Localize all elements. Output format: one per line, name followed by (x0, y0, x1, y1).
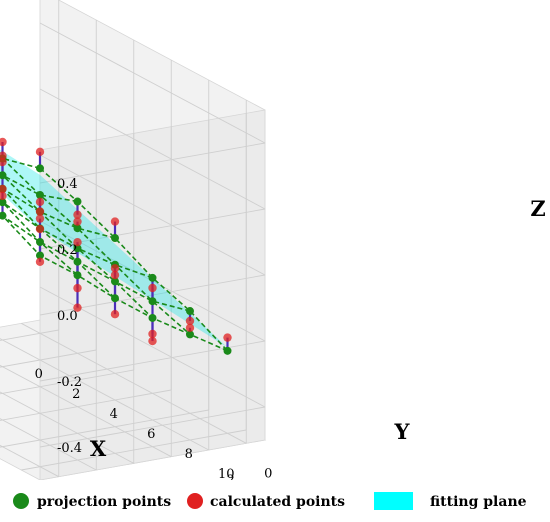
data-points (0, 137, 232, 355)
mesh-line (0, 198, 79, 276)
gridline (39, 142, 266, 184)
calculated-point (35, 214, 45, 223)
x-tick-label: 2 (72, 387, 80, 402)
projection-point (148, 297, 157, 306)
gridline (39, 154, 266, 276)
calculated-point (73, 303, 82, 312)
mesh-line (2, 215, 191, 312)
calculated-point (185, 316, 195, 326)
y-axis-label: Y (394, 419, 411, 444)
calculated-point (35, 207, 45, 216)
calculated-point (0, 184, 7, 194)
axis-ticks: 024681002468100.40.20.0-0.2-0.4 (35, 177, 273, 480)
mesh-line (39, 167, 229, 352)
mesh-line (0, 185, 116, 299)
x-tick-label: 6 (147, 427, 155, 442)
projection-point (111, 234, 119, 243)
calculated-legend-label: calculated points (210, 494, 345, 510)
mesh-line (0, 199, 153, 279)
legend-item-plane: fitting plane (374, 492, 527, 510)
gridline (39, 22, 266, 144)
projection-point (73, 197, 82, 206)
calculated-point (223, 333, 232, 342)
calculated-point (110, 270, 120, 280)
calculated-legend-marker (187, 493, 203, 509)
mesh-line (0, 186, 116, 239)
calculated-point (148, 336, 157, 346)
calculated-point (110, 217, 120, 226)
x-tick-label: 8 (185, 447, 193, 462)
y-tick-label: 0 (264, 466, 272, 480)
projection-point (0, 211, 7, 220)
calculated-point (0, 137, 7, 147)
mesh-line (39, 254, 228, 352)
calculated-point (35, 147, 45, 157)
projection-point (73, 244, 82, 253)
calculated-point (73, 217, 82, 226)
projection-point (36, 251, 44, 260)
projection-point (36, 164, 44, 173)
calculated-point (148, 329, 157, 339)
projection-mesh (0, 156, 229, 352)
z-tick-label: 0.4 (57, 177, 78, 192)
x-tick-label: 0 (35, 367, 43, 382)
projection-point (148, 313, 157, 322)
grid-lines (0, 0, 266, 478)
projection-point (73, 224, 82, 233)
projection-point (0, 198, 7, 207)
calculated-point (35, 224, 45, 234)
y-tick-label: 2 (227, 473, 235, 480)
projection-point (148, 273, 157, 282)
calculated-point (73, 283, 82, 293)
projection-point (223, 346, 232, 355)
mesh-line (0, 156, 41, 170)
z-tick-label: -0.4 (57, 441, 82, 456)
mesh-line (0, 212, 41, 257)
z-tick-label: 0.2 (57, 243, 78, 258)
calculated-point (0, 151, 7, 160)
projection-point (36, 238, 44, 246)
projection-point (0, 171, 7, 180)
gridline (0, 444, 59, 478)
calculated-point (73, 210, 82, 219)
calculated-point (35, 197, 45, 207)
fitting-plane-surface (0, 149, 228, 348)
calculated-point (0, 157, 7, 167)
projection-point (111, 294, 119, 303)
mesh-line (0, 171, 154, 319)
gridline (0, 329, 59, 341)
plane-legend-swatch (374, 492, 413, 510)
calculated-point (35, 257, 45, 266)
calculated-point (110, 264, 120, 273)
x-tick-label: 4 (110, 407, 118, 422)
projection-point (36, 191, 44, 199)
projection-legend-label: projection points (37, 494, 171, 510)
mesh-line (1, 157, 191, 335)
fitting-plane (0, 149, 228, 348)
projection-point (186, 307, 194, 316)
projection-legend-marker (13, 493, 29, 509)
z-tick-label: -0.2 (57, 375, 82, 390)
projection-point (73, 257, 82, 266)
calculated-point (148, 283, 157, 293)
x-axis-label: X (90, 436, 107, 461)
z-tick-label: 0.0 (57, 309, 78, 324)
projection-point (186, 330, 194, 339)
x-tick-label: 10 (218, 467, 235, 480)
gridline (39, 406, 266, 448)
gridline (39, 88, 266, 210)
legend-item-calculated: calculated points (187, 493, 345, 510)
plot-3d: 024681002468100.40.20.0-0.2-0.4 X Y Z (0, 0, 546, 480)
calculated-point (73, 238, 82, 247)
calculated-point (185, 323, 195, 332)
calculated-point (110, 310, 120, 319)
plane-legend-label: fitting plane (430, 494, 527, 510)
calculated-point (0, 191, 7, 201)
projection-point (111, 277, 119, 286)
legend: projection points calculated points fitt… (13, 492, 527, 510)
projection-point (73, 271, 82, 280)
legend-item-projection: projection points (13, 493, 171, 510)
z-axis-label: Z (530, 196, 545, 221)
